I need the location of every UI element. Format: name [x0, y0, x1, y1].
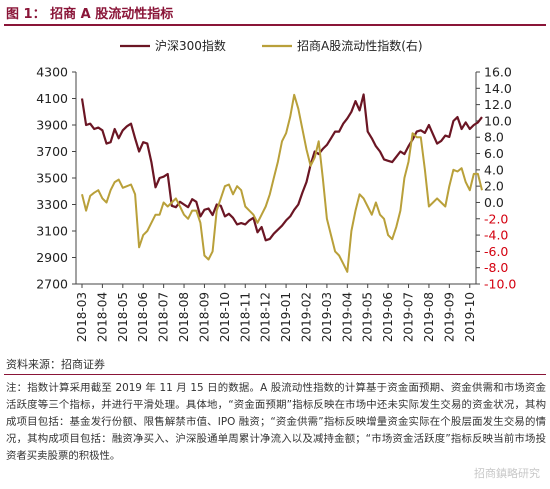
right-tick-label: 14.0	[484, 81, 512, 96]
x-tick-label: 2019-06	[381, 292, 395, 342]
x-tick-label: 2019-07	[402, 292, 416, 342]
x-tick-label: 2018-12	[259, 292, 273, 342]
right-tick-label: -2.0	[484, 211, 508, 226]
right-tick-label: 0.0	[484, 195, 504, 210]
right-tick-label: -8.0	[484, 260, 508, 275]
left-tick-label: 4300	[36, 65, 68, 80]
series-lines	[80, 93, 483, 273]
x-tick-label: 2018-11	[238, 292, 252, 342]
left-tick-label: 3900	[36, 118, 68, 133]
left-tick-label: 2700	[36, 277, 68, 292]
left-tick-label: 3700	[36, 144, 68, 159]
right-tick-label: -6.0	[484, 244, 508, 259]
chart: 沪深300指数 招商A股流动性指数(右) 2700 2900 3100 3300 350…	[36, 38, 516, 343]
left-tick-label: 4100	[36, 91, 68, 106]
x-tick-label: 2019-02	[299, 292, 313, 342]
right-tick-label: 8.0	[484, 130, 504, 145]
axes: 2700 2900 3100 3300 3500 3700 3900 4100 4300 -10.…	[36, 65, 516, 343]
left-tick-label: 3100	[36, 224, 68, 239]
x-tick-label: 2018-03	[75, 292, 89, 342]
x-tick-label: 2019-09	[442, 292, 456, 342]
right-tick-label: 6.0	[484, 146, 504, 161]
x-tick-label: 2018-10	[218, 292, 232, 342]
left-tick-label: 2900	[36, 250, 68, 265]
source-divider	[4, 374, 546, 375]
right-tick-label: 12.0	[484, 97, 512, 112]
right-tick-label: 10.0	[484, 113, 512, 128]
right-tick-label: 4.0	[484, 162, 504, 177]
x-tick-label: 2018-06	[136, 292, 150, 342]
x-tick-label: 2018-07	[157, 292, 171, 342]
series-line-hs300	[80, 93, 483, 242]
x-tick-label: 2018-05	[116, 292, 130, 342]
source-text: 资料来源：招商证券	[6, 358, 105, 371]
watermark: 招商鎮略研究	[474, 467, 540, 480]
left-tick-label: 3500	[36, 171, 68, 186]
x-tick-label: 2019-08	[422, 292, 436, 342]
right-tick-label: 16.0	[484, 65, 512, 80]
figure-title: 图 1： 招商 A 股流动性指标	[6, 7, 174, 22]
x-tick-label: 2019-04	[340, 292, 354, 342]
x-tick-label: 2019-03	[320, 292, 334, 342]
right-tick-label: -4.0	[484, 228, 508, 243]
note-text: 注：指数计算采用截至 2019 年 11 月 15 日的数据。A 股流动性指数的…	[6, 382, 546, 462]
left-tick-label: 3300	[36, 197, 68, 212]
x-tick-label: 2019-01	[279, 292, 293, 342]
right-tick-label: -10.0	[484, 277, 516, 292]
x-tick-label: 2019-05	[361, 292, 375, 342]
right-tick-label: 2.0	[484, 179, 504, 194]
legend-label-liquidity: 招商A股流动性指数(右)	[297, 38, 423, 53]
x-tick-label: 2018-09	[197, 292, 211, 342]
x-tick-label: 2018-04	[95, 292, 109, 342]
x-tick-label: 2018-08	[177, 292, 191, 342]
legend-label-hs300: 沪深300指数	[155, 38, 226, 53]
series-line-liquidity	[81, 93, 483, 273]
title-divider	[4, 24, 546, 26]
x-tick-label: 2019-10	[463, 292, 477, 342]
legend: 沪深300指数 招商A股流动性指数(右)	[120, 38, 423, 53]
